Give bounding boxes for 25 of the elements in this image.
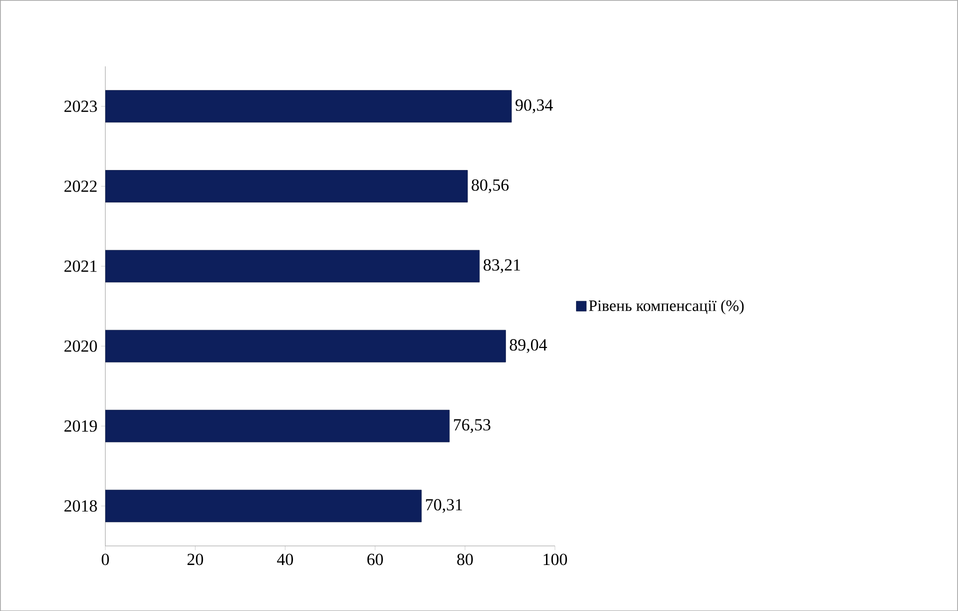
data-label: 70,31 bbox=[426, 498, 462, 513]
bar bbox=[105, 170, 468, 202]
bar bbox=[105, 490, 422, 522]
y-tick-label: 2022 bbox=[64, 180, 97, 192]
bar bbox=[105, 250, 480, 282]
data-label: 90,34 bbox=[516, 99, 553, 114]
bar bbox=[105, 90, 512, 122]
x-tick-label: 0 bbox=[102, 554, 109, 565]
data-label: 83,21 bbox=[484, 259, 520, 273]
y-tick-label: 2018 bbox=[64, 500, 97, 512]
x-tick-label: 60 bbox=[367, 554, 383, 565]
data-label: 76,53 bbox=[454, 418, 490, 433]
y-tick-label: 2019 bbox=[64, 420, 97, 432]
x-tick-label: 20 bbox=[188, 554, 204, 565]
y-tick-label: 2021 bbox=[64, 260, 97, 272]
bar bbox=[105, 410, 450, 442]
x-tick-label: 100 bbox=[544, 554, 567, 565]
x-tick-label: 40 bbox=[277, 554, 293, 565]
x-tick-label: 80 bbox=[457, 554, 473, 565]
data-label: 89,04 bbox=[510, 339, 547, 353]
legend-label: Рівень компенсації (%) bbox=[588, 300, 744, 314]
y-tick-label: 2020 bbox=[64, 340, 97, 352]
bar bbox=[105, 330, 506, 362]
data-label: 80,56 bbox=[472, 179, 509, 194]
y-tick-label: 2023 bbox=[64, 100, 97, 112]
